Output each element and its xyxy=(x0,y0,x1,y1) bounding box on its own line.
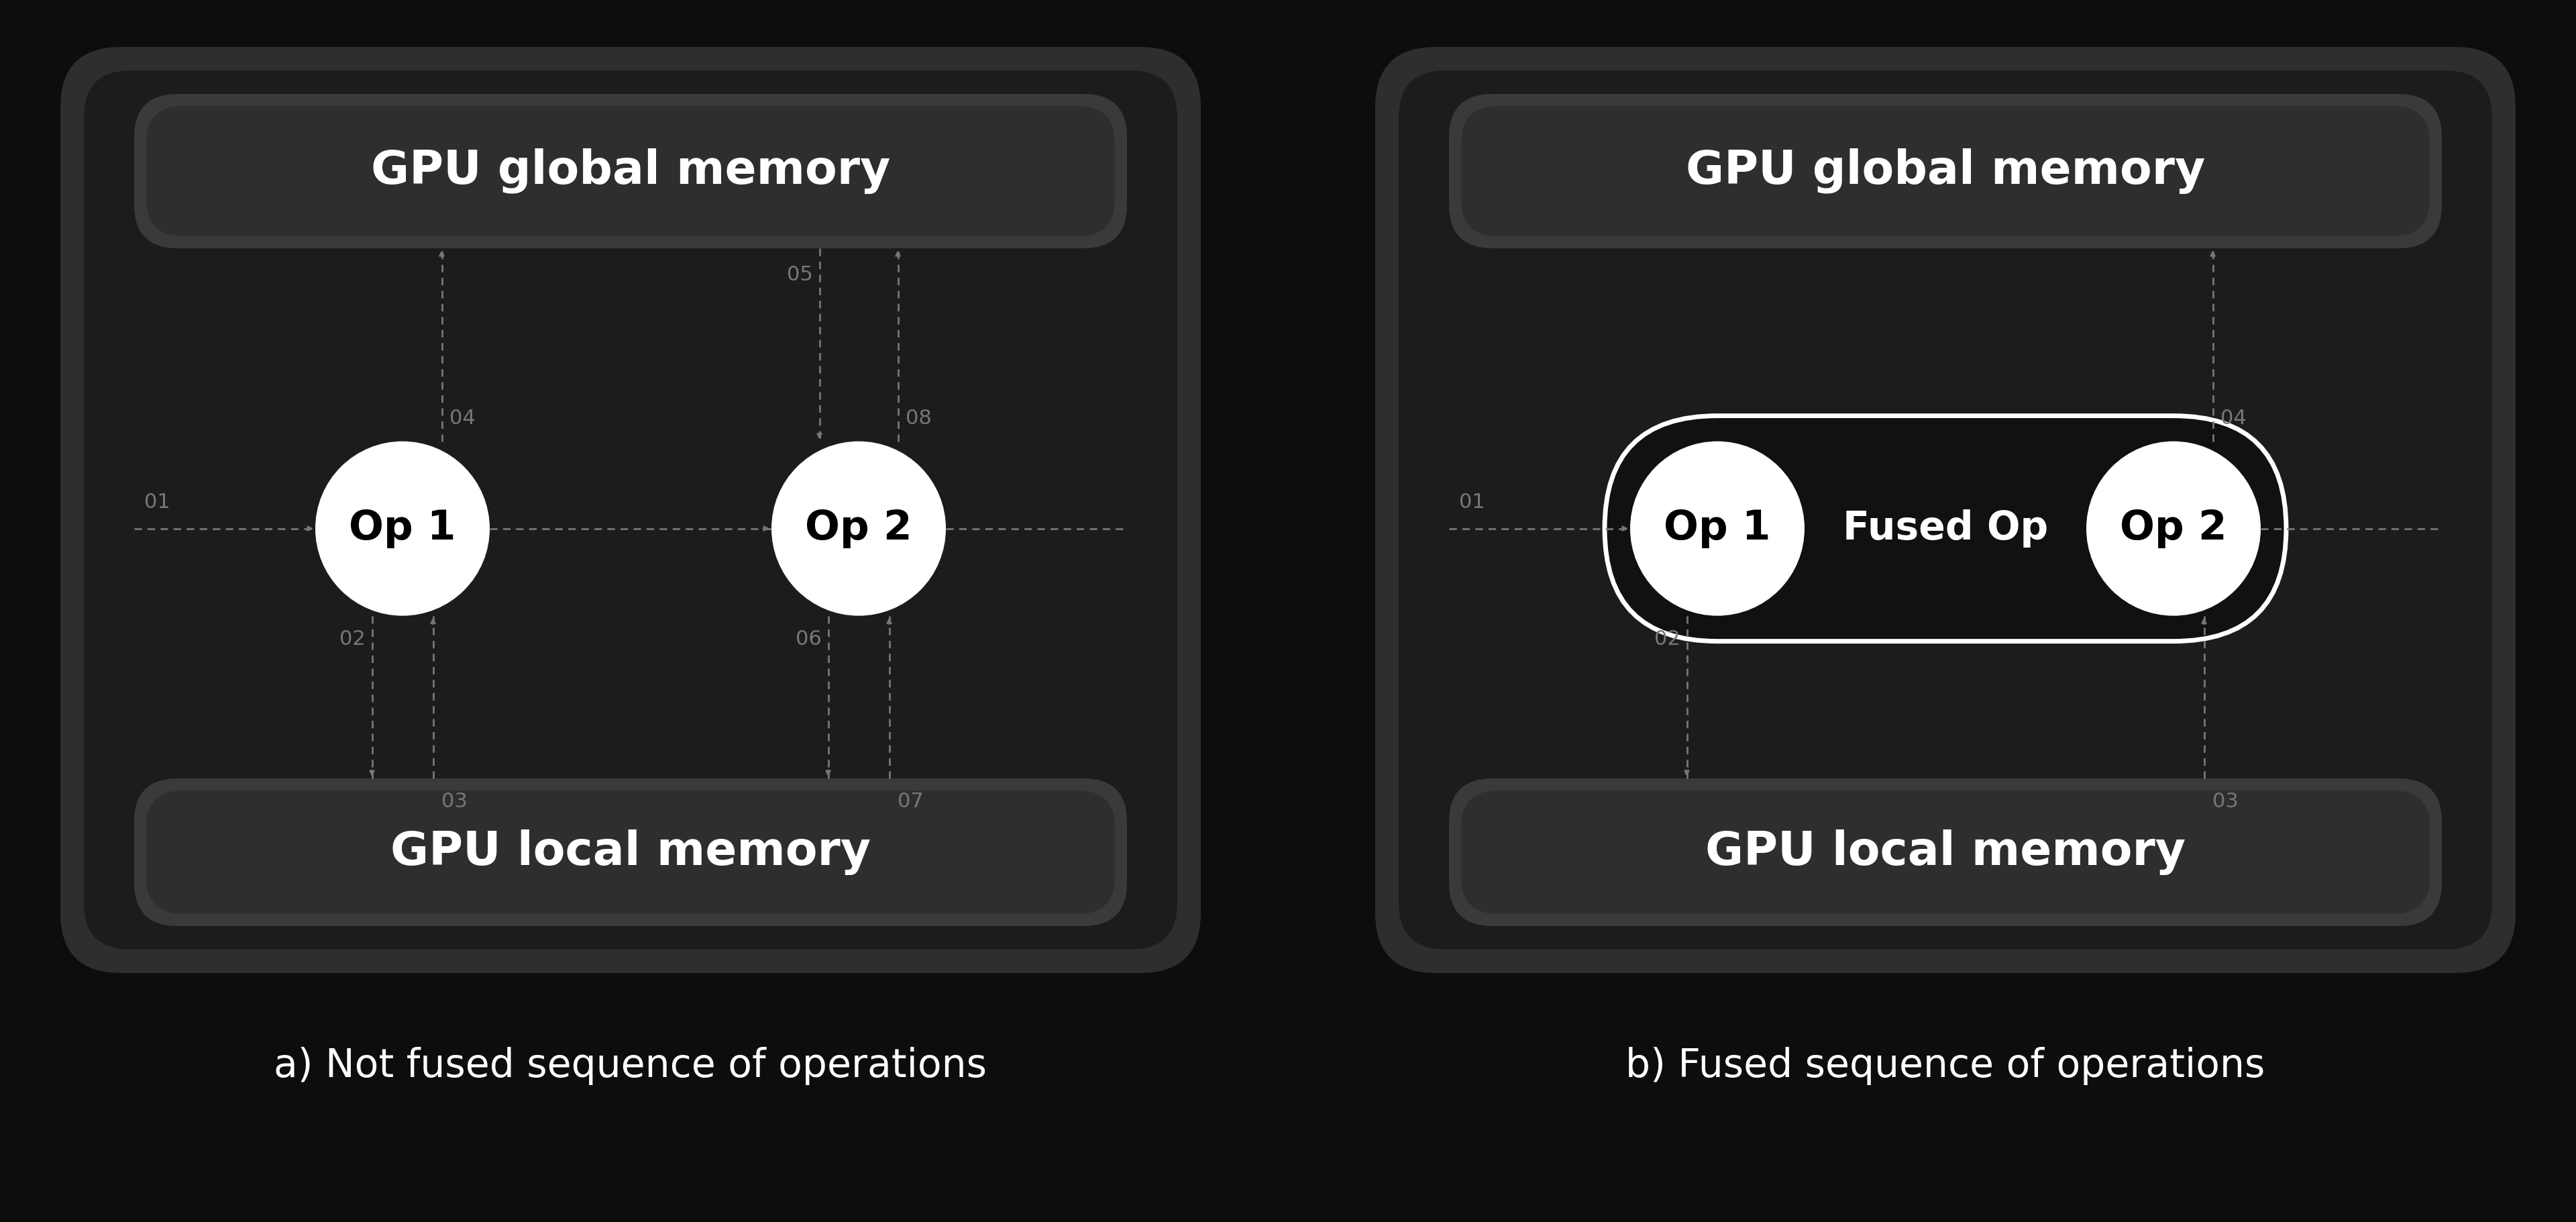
Text: Op 1: Op 1 xyxy=(348,508,456,549)
FancyBboxPatch shape xyxy=(1448,94,2442,248)
FancyBboxPatch shape xyxy=(1461,791,2429,914)
Circle shape xyxy=(314,441,489,616)
Text: 01: 01 xyxy=(1458,492,1484,512)
Text: 06: 06 xyxy=(796,629,822,649)
Text: b) Fused sequence of operations: b) Fused sequence of operations xyxy=(1625,1047,2264,1085)
Text: 01: 01 xyxy=(144,492,170,512)
Circle shape xyxy=(770,441,945,616)
Text: Op 2: Op 2 xyxy=(2120,508,2228,549)
Text: 05: 05 xyxy=(786,265,811,285)
Text: GPU local memory: GPU local memory xyxy=(1705,830,2184,875)
FancyBboxPatch shape xyxy=(1605,415,2287,642)
FancyBboxPatch shape xyxy=(1448,778,2442,926)
FancyBboxPatch shape xyxy=(59,46,1200,973)
Circle shape xyxy=(2087,441,2262,616)
Text: Op 1: Op 1 xyxy=(1664,508,1770,549)
FancyBboxPatch shape xyxy=(1461,106,2429,236)
Text: Op 2: Op 2 xyxy=(806,508,912,549)
FancyBboxPatch shape xyxy=(147,791,1115,914)
Text: 07: 07 xyxy=(896,792,922,811)
Text: 03: 03 xyxy=(2213,792,2239,811)
Text: Fused Op: Fused Op xyxy=(1842,510,2048,547)
FancyBboxPatch shape xyxy=(85,71,1177,949)
Text: GPU global memory: GPU global memory xyxy=(1685,148,2205,194)
Text: 08: 08 xyxy=(907,408,933,428)
Text: GPU local memory: GPU local memory xyxy=(392,830,871,875)
FancyBboxPatch shape xyxy=(1399,71,2491,949)
Text: a) Not fused sequence of operations: a) Not fused sequence of operations xyxy=(273,1047,987,1085)
Text: 04: 04 xyxy=(451,408,477,428)
FancyBboxPatch shape xyxy=(134,778,1128,926)
Text: GPU global memory: GPU global memory xyxy=(371,148,891,194)
FancyBboxPatch shape xyxy=(1376,46,2517,973)
FancyBboxPatch shape xyxy=(147,106,1115,236)
Text: 03: 03 xyxy=(440,792,466,811)
FancyBboxPatch shape xyxy=(134,94,1128,248)
Circle shape xyxy=(1631,441,1806,616)
Text: 02: 02 xyxy=(1654,629,1680,649)
Text: 04: 04 xyxy=(2221,408,2246,428)
Text: 02: 02 xyxy=(340,629,366,649)
